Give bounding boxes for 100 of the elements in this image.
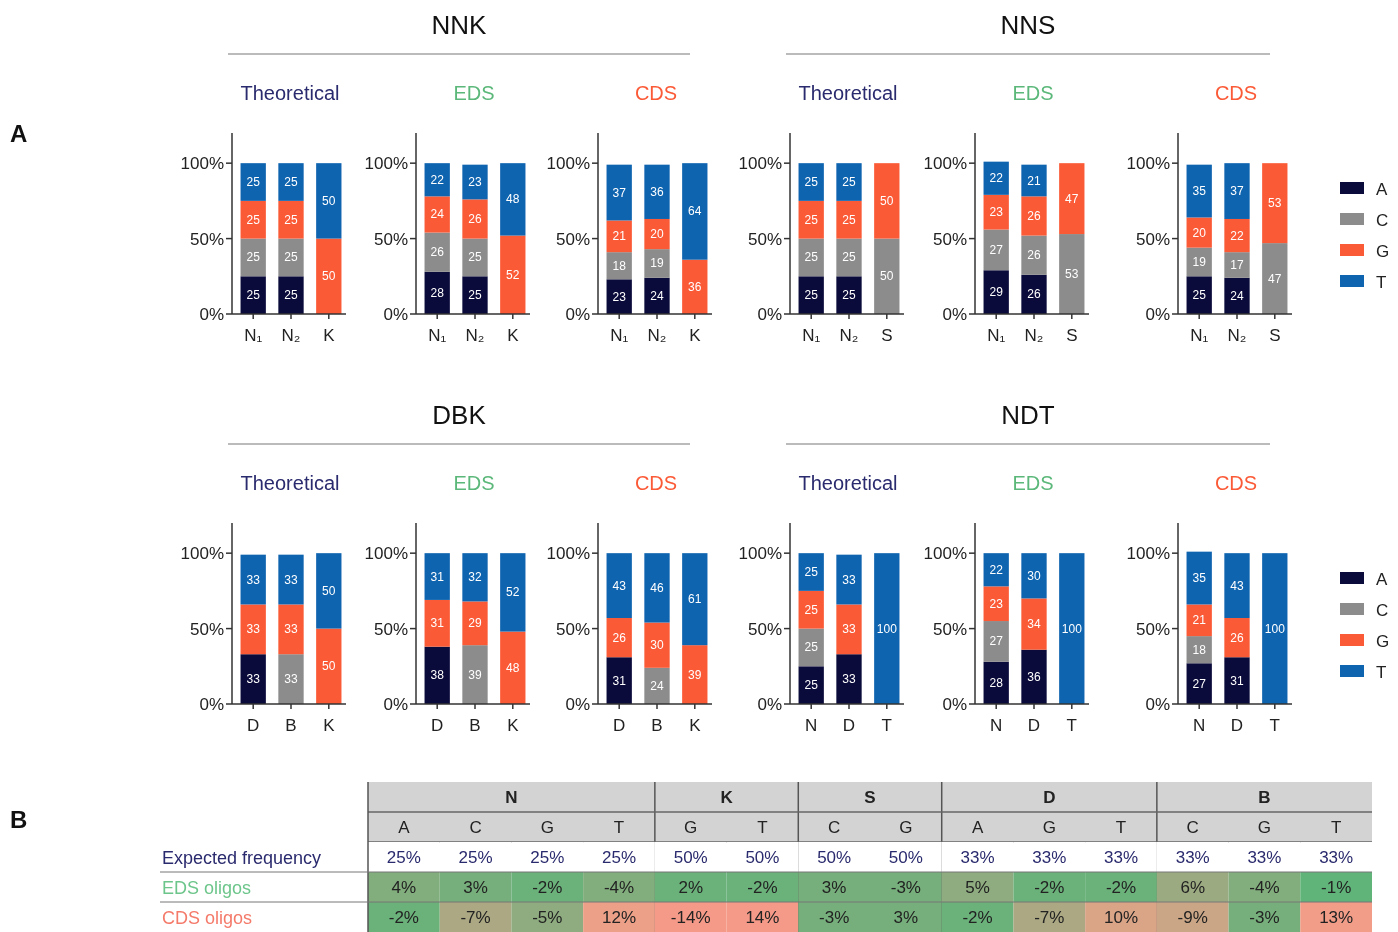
data-label: 52 (506, 585, 520, 600)
data-label: 29 (468, 616, 482, 631)
bar (316, 553, 342, 629)
bar (1224, 163, 1250, 219)
y-tick-label: 100% (738, 544, 782, 564)
x-tick-label: K (507, 326, 520, 345)
bar (462, 553, 488, 602)
text: NDT (1001, 400, 1055, 430)
data-label: 18 (1192, 642, 1207, 657)
bar (983, 229, 1009, 271)
bar (874, 553, 900, 704)
data-label: -2% (1034, 878, 1065, 897)
x-tick-label: K (507, 716, 520, 735)
data-label: 24 (650, 288, 664, 303)
bar (836, 163, 862, 201)
x-tick-label: T (1115, 818, 1127, 837)
x-tick-label: N₁ (610, 326, 629, 345)
text: NNK (431, 10, 488, 40)
x-tick-label: C (828, 818, 841, 837)
data-label: 31 (1230, 673, 1244, 688)
data-label: 23 (612, 289, 627, 304)
data-label: 28 (430, 285, 445, 300)
data-label: 25 (804, 640, 819, 655)
y-tick-label: 50% (747, 229, 782, 249)
x-tick-label: S (1269, 326, 1281, 345)
data-label: 31 (430, 569, 445, 584)
bar (1059, 553, 1085, 704)
text: NNS (1000, 10, 1056, 40)
y-tick-label: 100% (1126, 544, 1170, 564)
y-tick-label: 0% (199, 695, 224, 714)
data-label: 100 (1264, 621, 1286, 636)
x-tick-label: S (881, 326, 893, 345)
bar (1186, 164, 1212, 218)
bar (424, 553, 450, 600)
chart-title: EDS (1012, 82, 1054, 104)
y-tick-label: 50% (555, 229, 590, 249)
bar (1021, 274, 1047, 314)
bar (1021, 553, 1047, 599)
data-label: -4% (1249, 878, 1280, 897)
y-tick-label: 50% (1135, 229, 1170, 249)
data-label: 27 (989, 242, 1004, 257)
data-label: 33 (284, 572, 298, 587)
data-label: 100 (876, 621, 898, 636)
bar (462, 601, 488, 646)
data-label: 17 (1230, 257, 1244, 272)
bar (240, 654, 266, 704)
y-tick-label: 0% (757, 695, 782, 714)
bar (1021, 598, 1047, 650)
data-label: -4% (603, 878, 635, 897)
chart-title: Theoretical (240, 472, 340, 494)
bar (424, 232, 450, 272)
bar (1224, 618, 1250, 658)
data-label: 25% (530, 848, 565, 867)
data-label: 50 (322, 583, 336, 598)
bar (606, 657, 632, 704)
y-tick-label: 50% (932, 229, 967, 249)
chart-title: EDS (453, 472, 495, 494)
data-label: 25 (804, 602, 819, 617)
chart-title: Theoretical (240, 82, 340, 104)
bar (836, 604, 862, 655)
y-tick-label: 0% (757, 305, 782, 324)
data-label: 13% (1319, 908, 1354, 927)
x-tick-label: S (1066, 326, 1078, 345)
data-label: 22 (430, 172, 445, 187)
bar (1021, 235, 1047, 275)
chart-title: Theoretical (798, 472, 898, 494)
bar (462, 276, 488, 314)
chart-title: CDS (634, 472, 678, 494)
legend-label: A (1376, 180, 1388, 199)
data-label: 32 (468, 570, 482, 585)
x-tick-label: G (1257, 818, 1272, 837)
legend-label: G (1376, 632, 1390, 651)
data-label: 22 (1230, 228, 1244, 243)
data-label: 22 (989, 562, 1004, 577)
data-label: 25 (246, 212, 261, 227)
data-label: 52 (506, 267, 520, 282)
data-label: 25% (386, 848, 421, 867)
y-tick-label: 0% (942, 305, 967, 324)
bar (1059, 163, 1085, 235)
data-label: 33% (1032, 848, 1067, 867)
x-tick-label: A (398, 818, 411, 837)
y-tick-label: 50% (189, 229, 224, 249)
data-label: 33 (842, 622, 856, 637)
data-label: 25 (468, 288, 482, 303)
data-label: 25 (284, 175, 298, 190)
data-label: 25 (246, 250, 261, 265)
bar (1186, 663, 1212, 704)
bar (644, 249, 670, 278)
x-tick-label: N (805, 716, 818, 735)
y-tick-label: 100% (180, 544, 224, 564)
bar (278, 654, 304, 704)
bar (1224, 553, 1250, 619)
bar (1021, 164, 1047, 197)
data-label: 4% (391, 878, 417, 897)
data-label: 64 (688, 204, 702, 219)
bar (682, 259, 708, 314)
x-tick-label: N₂ (465, 326, 485, 345)
bar (836, 654, 862, 704)
bar (462, 199, 488, 239)
text: D (1043, 788, 1056, 807)
